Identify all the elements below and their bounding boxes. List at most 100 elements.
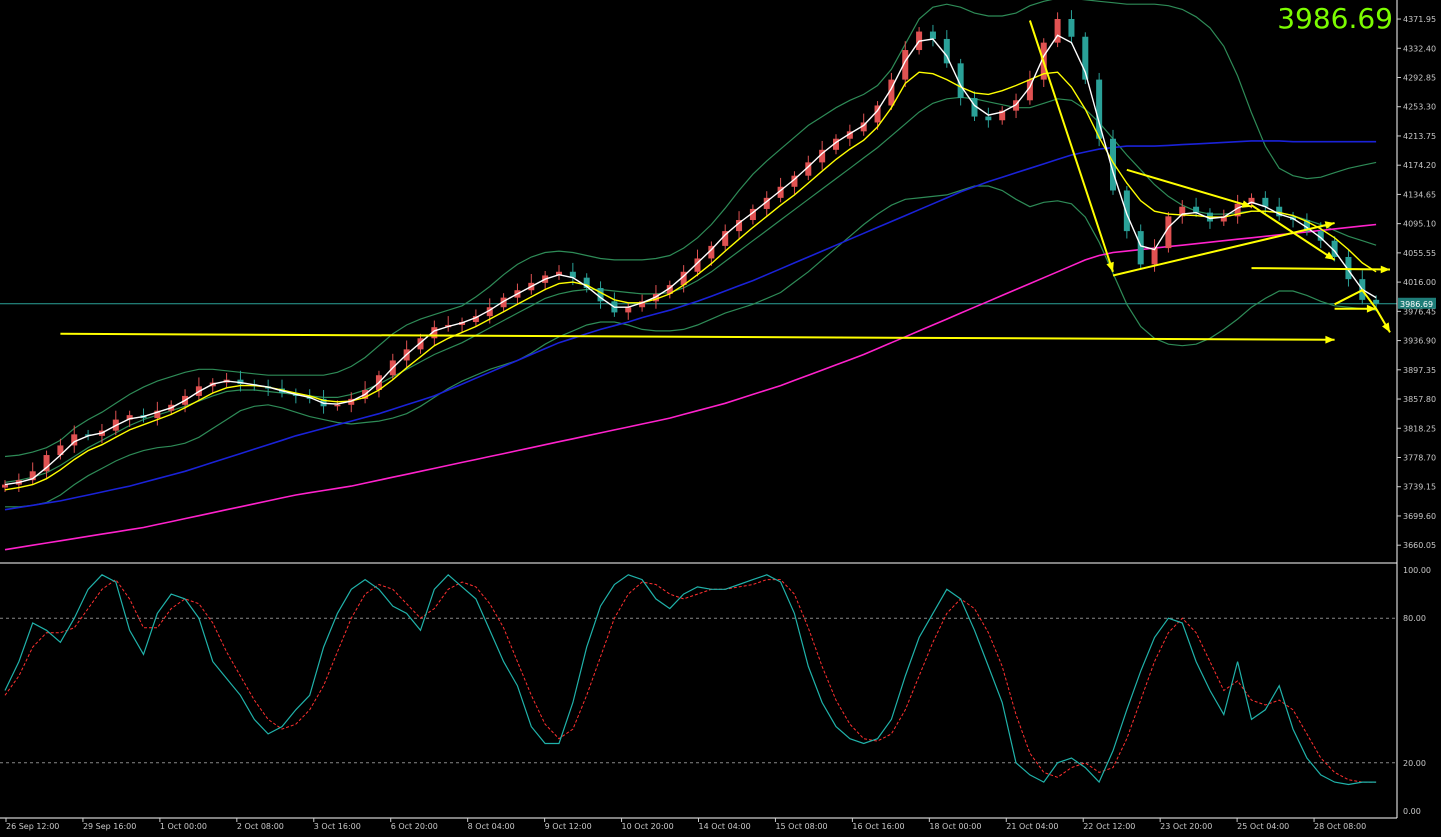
candle-body <box>625 307 632 313</box>
candle-body <box>1110 138 1116 191</box>
candle-body <box>943 38 950 64</box>
annotation-arrowhead <box>1380 265 1390 274</box>
price-tick-label: 3739.15 <box>1403 483 1436 492</box>
candle-body <box>126 415 133 420</box>
price-tick-label: 3897.35 <box>1403 366 1436 375</box>
time-tick-label: 2 Oct 08:00 <box>237 822 284 831</box>
price-tick-label: 4134.65 <box>1403 190 1436 199</box>
candle-body <box>29 471 36 481</box>
candle-body <box>639 301 646 308</box>
bollinger-upper-line <box>4 0 1377 458</box>
time-tick-label: 16 Oct 16:00 <box>852 822 904 831</box>
candle-body <box>57 445 64 456</box>
price-tick-label: 4016.00 <box>1403 278 1436 287</box>
candle-body <box>929 31 936 39</box>
price-tick-label: 4292.85 <box>1403 73 1436 82</box>
yellow-trendline <box>1112 222 1335 277</box>
price-tick-label: 4253.30 <box>1403 103 1436 112</box>
candle-body <box>680 271 687 286</box>
candle-body <box>777 186 784 198</box>
candle-body <box>431 327 438 339</box>
candle-body <box>1013 100 1020 111</box>
current-price-display: 3986.69 <box>1277 2 1393 35</box>
candle-body <box>2 484 8 488</box>
price-tick-label: 3976.45 <box>1403 307 1436 316</box>
candle-body <box>583 277 590 289</box>
candle-body <box>819 149 826 163</box>
candle-body <box>1248 197 1255 204</box>
candle-body <box>1179 206 1186 217</box>
time-tick-label: 23 Oct 20:00 <box>1160 822 1212 831</box>
yellow-trendline <box>1250 204 1336 261</box>
candle-body <box>736 220 743 232</box>
candle-body <box>1151 248 1158 265</box>
candle-body <box>1096 79 1103 139</box>
stoch-signal-line <box>4 578 1377 783</box>
candle-body <box>1317 231 1324 241</box>
price-tick-label: 4095.10 <box>1403 220 1436 229</box>
candle-body <box>860 122 867 132</box>
price-tick-label: 4332.40 <box>1403 44 1436 53</box>
candle-body <box>999 110 1006 121</box>
price-tick-label: 4174.20 <box>1403 161 1436 170</box>
yellow-trendline <box>1028 20 1114 273</box>
candle-body <box>1137 231 1144 265</box>
stoch-tick-label: 20.00 <box>1403 759 1426 768</box>
candle-body <box>1262 197 1269 207</box>
candle-body <box>874 105 881 123</box>
yellow-trendline <box>1126 168 1252 208</box>
annotation-arrowhead <box>1106 261 1114 272</box>
candle-body <box>805 162 812 176</box>
candle-body <box>846 131 853 139</box>
price-tick-label: 4055.55 <box>1403 249 1436 258</box>
stoch-tick-label: 100.00 <box>1403 566 1431 575</box>
annotation-arrowhead <box>1324 221 1335 229</box>
candle-body <box>486 307 493 317</box>
candle-body <box>1234 203 1241 217</box>
candle-body <box>791 175 798 187</box>
candle-body <box>722 231 729 246</box>
stochastic-panel <box>0 573 1397 786</box>
candle-body <box>1123 190 1130 232</box>
candle-body <box>71 434 78 446</box>
ma-yellow-line <box>4 71 1377 491</box>
annotation-arrowhead <box>1324 251 1335 260</box>
stoch-tick-label: 0.00 <box>1403 807 1421 816</box>
annotation-arrowhead <box>1366 304 1377 313</box>
ma-white-line <box>4 34 1377 486</box>
time-tick-label: 6 Oct 20:00 <box>391 822 438 831</box>
price-panel <box>0 0 1397 551</box>
annotation-arrowhead <box>1325 335 1335 344</box>
candle-body <box>237 379 244 385</box>
candle-body <box>569 271 576 278</box>
candle-body <box>957 63 964 99</box>
candle-body <box>1331 240 1338 257</box>
yellow-trendline <box>60 332 1335 341</box>
price-tick-label: 3818.25 <box>1403 424 1436 433</box>
candle-body <box>1026 79 1033 101</box>
candle-body <box>500 297 507 308</box>
candle-body <box>971 98 978 117</box>
price-tick-label: 4213.75 <box>1403 132 1436 141</box>
yellow-zigzag <box>1334 288 1391 333</box>
candle-body <box>902 50 909 80</box>
candle-body <box>1165 216 1172 249</box>
price-tick-label: 3699.60 <box>1403 512 1436 521</box>
current-price-tag <box>1398 297 1436 309</box>
ma-magenta-line <box>4 223 1377 551</box>
time-tick-label: 21 Oct 04:00 <box>1006 822 1058 831</box>
price-tick-label: 4371.95 <box>1403 15 1436 24</box>
candle-body <box>1345 256 1352 280</box>
candle-body <box>1373 299 1380 304</box>
time-tick-label: 26 Sep 12:00 <box>6 822 59 831</box>
bollinger-lower-line <box>5 185 1377 508</box>
candle-body <box>1220 216 1227 222</box>
time-tick-label: 8 Oct 04:00 <box>468 822 515 831</box>
time-tick-label: 1 Oct 00:00 <box>160 822 207 831</box>
candle-body <box>43 455 50 472</box>
candle-body <box>694 258 701 272</box>
candle-body <box>1276 206 1283 217</box>
